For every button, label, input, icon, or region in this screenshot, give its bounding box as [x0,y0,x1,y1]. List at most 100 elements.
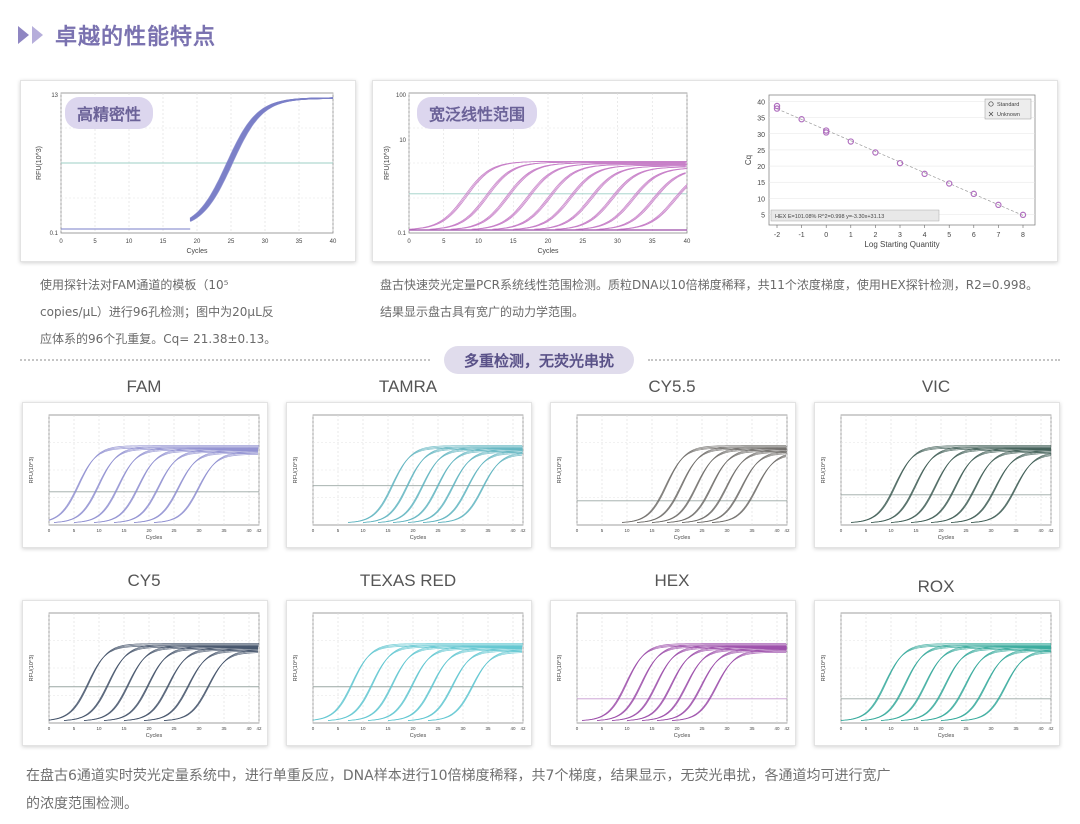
amplification-curve [696,451,788,523]
data-point [872,149,879,156]
amplification-curve [596,173,686,230]
amplification-curve [437,452,523,523]
x-tick-label: 5 [337,726,340,731]
standard-curve-chart: 5 10 15 20 25 30 35 40 -2 -1 0 1 2 3 4 5 6 7 8 Log Starting… [744,94,1036,249]
amplification-curve [312,643,523,721]
x-tick-label: 7 [996,232,1000,239]
amplification-curve [656,648,787,721]
x-tick-label: 15 [385,528,391,533]
amplification-curve [362,446,523,523]
amplification-curve [347,645,522,721]
x-tick-label: 20 [545,239,552,245]
amplification-curve [48,643,259,721]
amplification-curve [970,453,1052,523]
annotation-box [770,209,940,222]
amplification-curve [327,644,522,721]
caption-line: copies/μL）进行96孔检测；图中为20μL反 [40,305,274,319]
x-tick-label: -1 [798,232,804,239]
x-tick-label: 35 [749,726,755,731]
linear-range-caption: 盘古快速荧光定量PCR系统线性范围检测。质粒DNA以10倍梯度稀释，共11个浓度… [380,272,1070,326]
divider-right [648,359,1060,361]
x-tick-label: 35 [485,726,491,731]
amplification-curve [492,164,687,230]
y-tick-label: 20 [757,164,765,171]
amplification-curve [408,161,687,230]
y-tick-label: 0.1 [50,231,59,237]
footer-line: 在盘古6通道实时荧光定量系统中，进行单重反应，DNA样本进行10倍梯度稀释，共7… [26,768,891,784]
channel-panel-vic: 0 5 10 15 20 25 30 35 40 42 Cycles RFU(10^3) [814,402,1060,548]
x-tick-label: 0 [840,726,843,731]
y-axis-label: RFU(10^3) [36,146,43,180]
x-tick-label: 40 [684,239,691,245]
legend-unknown-icon [988,111,994,117]
channel-panel-texas-red: 0 5 10 15 20 25 30 35 40 42 Cycles RFU(10^3) [286,600,532,746]
x-tick-label: 40 [510,726,516,731]
amplification-curve [63,644,258,721]
x-tick-label: 30 [460,726,466,731]
x-tick-label: 20 [674,528,680,533]
data-point [822,127,830,134]
x-tick-label: 30 [196,528,202,533]
data-point [995,201,1002,209]
multiplex-tag: 多重检测，无荧光串扰 [444,346,634,374]
x-tick-label: 30 [614,239,621,245]
y-tick-label: 30 [757,132,765,139]
x-tick-label: 42 [1048,726,1054,731]
data-point [773,102,781,110]
amplification-curve [880,645,1051,721]
channel-chart-texas-red: 0 5 10 15 20 25 30 35 40 42 Cycles RFU(10^3) [293,612,526,739]
y-tick-label: 100 [396,93,407,99]
data-point [798,116,805,123]
amplification-curve [450,162,687,230]
x-tick-label: 35 [485,528,491,533]
amplification-curve [651,447,786,523]
x-axis-label: Log Starting Quantity [864,240,939,249]
caption-line: 使用探针法对FAM通道的模板（10⁵ [40,278,229,292]
caption-line: 结果显示盘古具有宽广的动力学范围。 [380,305,585,319]
x-tick-label: 10 [96,528,102,533]
x-tick-label: 10 [888,528,894,533]
y-tick-label: 15 [757,180,765,187]
x-axis-label: Cycles [674,535,691,541]
x-tick-label: 40 [246,528,252,533]
x-tick-label: 4 [923,232,927,239]
x-tick-label: 35 [296,239,303,245]
x-tick-label: 5 [73,726,76,731]
amplification-curve [113,449,258,523]
x-tick-label: 42 [520,528,526,533]
x-tick-label: 40 [774,528,780,533]
amplification-curve [900,646,1051,721]
amplification-curve [471,163,686,230]
amplification-curve [711,454,787,523]
channel-title-fam: FAM [126,377,162,396]
amplification-curve [163,649,259,721]
channel-title-rox: ROX [917,577,955,596]
y-tick-label: 40 [757,99,765,106]
amplification-curve [143,648,258,721]
x-tick-label: 5 [947,232,951,239]
y-tick-label: 10 [399,138,406,144]
x-tick-label: 10 [126,239,133,245]
x-tick-label: 42 [784,528,790,533]
x-tick-label: 35 [649,239,656,245]
y-axis-label: RFU(10^3) [821,654,827,681]
amplification-curve [621,445,786,523]
x-tick-label: 25 [435,726,441,731]
amplification-curve [920,649,1051,721]
x-axis-label: Cycles [410,535,427,541]
x-tick-label: 5 [442,239,446,245]
x-tick-label: 8 [1021,232,1025,239]
x-tick-label: 10 [360,726,366,731]
channel-title-cy5: CY5 [127,571,161,590]
amplification-curve [347,445,522,523]
x-tick-label: 6 [972,232,976,239]
divider-left [20,359,430,361]
y-axis-label: Cq [744,155,753,165]
y-axis-label: RFU(10^3) [293,456,299,483]
x-tick-label: 42 [256,528,262,533]
channel-title-texas-red: TEXAS RED [359,571,457,590]
data-point [1019,211,1027,219]
x-tick-label: 5 [601,726,604,731]
x-tick-label: 35 [749,528,755,533]
x-tick-label: 0 [59,239,63,245]
